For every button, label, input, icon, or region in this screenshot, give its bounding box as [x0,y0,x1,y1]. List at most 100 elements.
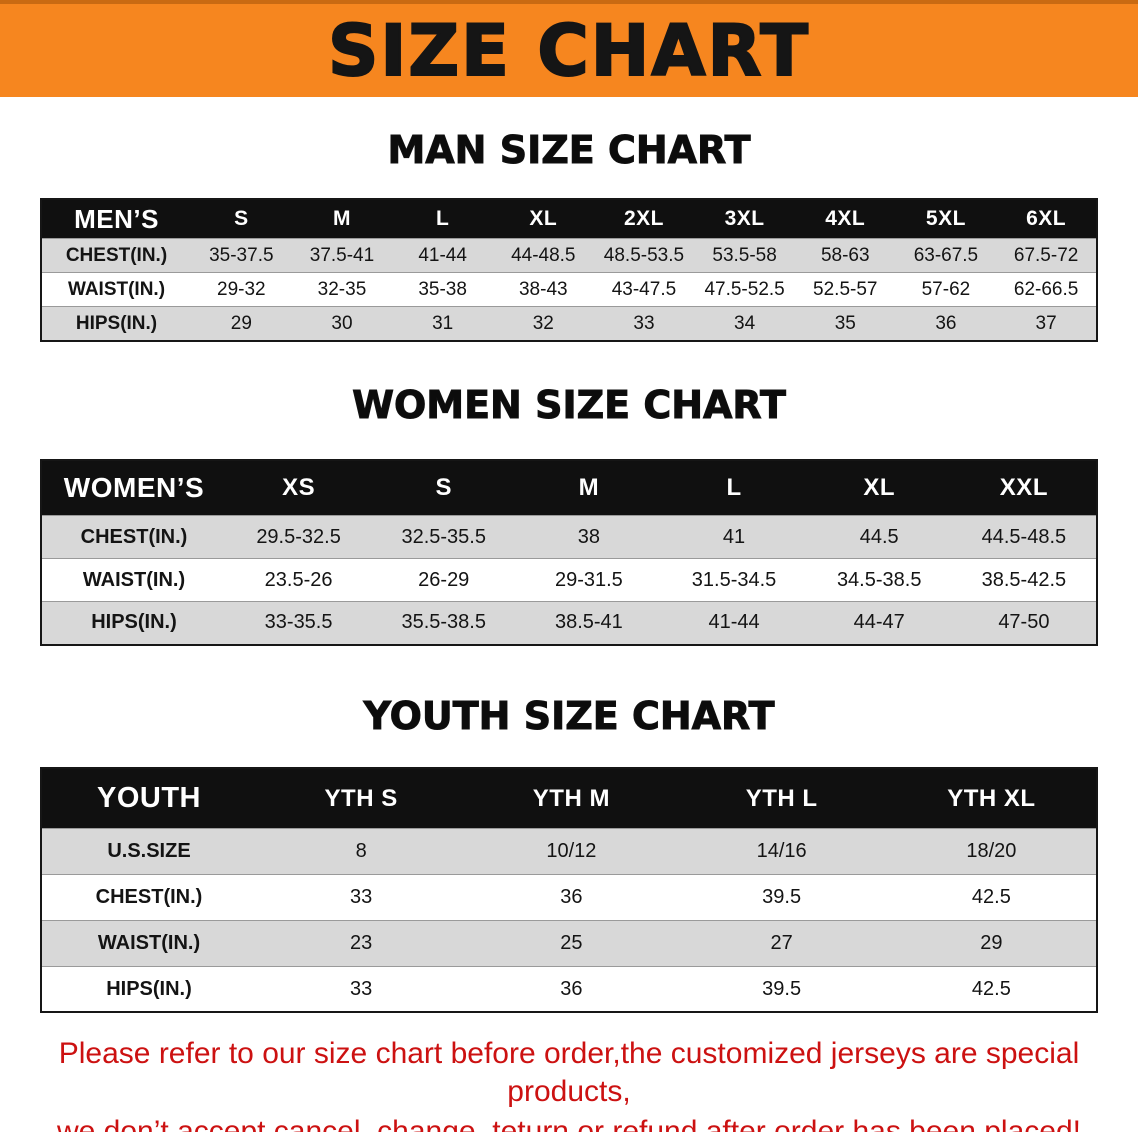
value-cell: 23.5-26 [264,568,333,591]
row-label-cell: WAIST(IN.) [82,568,186,591]
table-row: HIPS(IN.) 33-35.5 35.5-38.5 38.5-41 41-44 44-… [41,601,1097,645]
youth-size-table: YOUTH YTH S YTH M YTH L YTH XL U.S.SIZE 8 10/12… [40,767,1098,1014]
size-header-cell: XXL [951,459,1097,516]
value-cell: 31.5-34.5 [691,568,777,591]
youth-section-heading: YOUTH SIZE CHART [363,693,775,738]
row-label-cell: CHEST(IN.) [80,525,188,548]
row-label-cell: U.S.SIZE [107,839,191,862]
value-cell: 44.5 [859,525,899,548]
size-header-cell: XL [806,459,952,516]
value-cell: 38-43 [518,278,568,300]
value-cell: 32.5-35.5 [401,525,486,548]
value-cell: 57-62 [921,278,971,300]
title-banner: SIZE CHART [0,0,1138,97]
women-size-section: WOMEN SIZE CHART WOMEN’S XS S M L XL XXL CHEST(… [0,382,1138,646]
value-cell: 32 [532,312,554,334]
value-cell: 52.5-57 [813,278,878,300]
value-cell: 23 [350,931,373,954]
header-row: MEN’S S M L XL 2XL 3XL 4XL 5XL 6XL [41,198,1097,239]
size-header-cell: L [661,459,807,516]
size-header-cell: XL [492,198,594,239]
value-cell: 47.5-52.5 [704,278,785,300]
header-row: WOMEN’S XS S M L XL XXL [41,459,1097,516]
value-cell: 35-38 [418,278,467,300]
value-cell: 39.5 [762,885,802,908]
table-row: WAIST(IN.) 29-32 32-35 35-38 38-43 43-47.5 47.… [41,272,1097,307]
disclaimer-note: Please refer to our size chart before or… [0,1035,1138,1132]
value-cell: 33 [350,977,373,1000]
value-cell: 29-31.5 [554,568,623,591]
table-row: U.S.SIZE 8 10/12 14/16 18/20 [41,828,1097,875]
size-header-cell: S [371,459,517,516]
value-cell: 38.5-42.5 [981,568,1067,591]
value-cell: 25 [560,931,583,954]
value-cell: 47-50 [998,611,1050,634]
size-header-cell: YTH XL [886,768,1097,829]
man-section-heading: MAN SIZE CHART [387,128,751,172]
table-row: CHEST(IN.) 33 36 39.5 42.5 [41,874,1097,921]
row-label-cell: WAIST(IN.) [67,278,166,300]
value-cell: 43-47.5 [611,278,677,300]
value-cell: 35.5-38.5 [401,611,486,634]
value-cell: 18/20 [966,839,1017,862]
size-header-cell: YTH S [256,768,467,829]
value-cell: 26-29 [418,568,470,591]
value-cell: 33 [350,885,373,908]
row-label-cell: HIPS(IN.) [91,611,177,634]
size-header-cell: M [516,459,662,516]
size-header-cell: M [291,198,393,239]
value-cell: 29-32 [217,278,266,300]
value-cell: 10/12 [546,839,597,862]
row-label-cell: WAIST(IN.) [97,931,201,954]
row-label-cell: CHEST(IN.) [65,244,168,266]
size-header-cell: 6XL [996,198,1097,239]
value-cell: 29 [230,312,252,334]
size-header-cell: 3XL [694,198,795,239]
value-cell: 67.5-72 [1013,244,1079,266]
value-cell: 8 [355,839,367,862]
value-cell: 48.5-53.5 [603,244,685,266]
value-cell: 41-44 [708,611,760,634]
value-cell: 35 [834,312,856,334]
disclaimer-line-1: Please refer to our size chart before or… [58,1037,1080,1108]
value-cell: 58-63 [820,244,870,266]
value-cell: 32-35 [317,278,367,300]
value-cell: 42.5 [971,885,1011,908]
value-cell: 41-44 [418,244,467,266]
table-title-cell: YOUTH [41,768,256,829]
value-cell: 37 [1035,312,1057,334]
table-row: CHEST(IN.) 29.5-32.5 32.5-35.5 38 41 44.5 44.5… [41,515,1097,559]
value-cell: 30 [331,312,353,334]
disclaimer-line-2: we don’t accept cancel, change, teturn o… [57,1115,1081,1132]
table-row: HIPS(IN.) 33 36 39.5 42.5 [41,966,1097,1013]
table-row: HIPS(IN.) 29 30 31 32 33 34 35 36 37 [41,306,1097,341]
man-size-table: MEN’S S M L XL 2XL 3XL 4XL 5XL 6XL CHEST(IN.) 35-37… [40,197,1098,342]
size-header-cell: S [191,198,292,239]
table-title-cell: MEN’S [41,198,191,239]
youth-size-section: YOUTH SIZE CHART YOUTH YTH S YTH M YTH L YTH… [0,693,1138,1014]
row-label-cell: CHEST(IN.) [95,885,203,908]
value-cell: 39.5 [762,977,802,1000]
value-cell: 63-67.5 [913,244,979,266]
value-cell: 35-37.5 [209,244,274,266]
value-cell: 42.5 [971,977,1011,1000]
women-section-heading: WOMEN SIZE CHART [352,382,787,427]
value-cell: 38 [577,525,601,548]
value-cell: 38.5-41 [554,611,623,634]
man-size-section: MAN SIZE CHART MEN’S S M L XL 2XL 3XL 4XL 5XL 6XL… [0,128,1138,342]
value-cell: 33 [633,312,655,334]
value-cell: 14/16 [756,839,807,862]
value-cell: 41 [722,525,746,548]
value-cell: 34 [734,312,756,334]
page-title: SIZE CHART [327,9,811,92]
row-label-cell: HIPS(IN.) [75,312,158,334]
size-header-cell: YTH L [676,768,887,829]
size-header-cell: 2XL [593,198,695,239]
size-header-cell: XS [226,459,372,516]
value-cell: 36 [560,885,583,908]
value-cell: 34.5-38.5 [836,568,922,591]
size-header-cell: 4XL [794,198,896,239]
row-label-cell: HIPS(IN.) [106,977,192,1000]
table-row: CHEST(IN.) 35-37.5 37.5-41 41-44 44-48.5 48.5… [41,238,1097,273]
value-cell: 44-48.5 [511,244,576,266]
